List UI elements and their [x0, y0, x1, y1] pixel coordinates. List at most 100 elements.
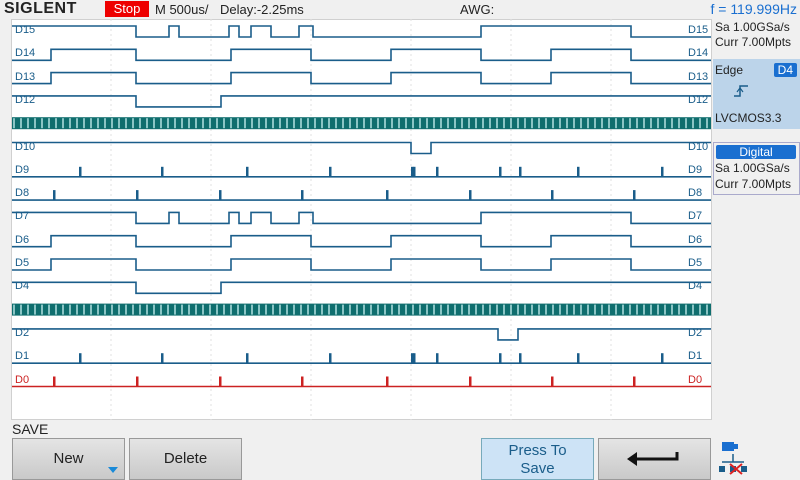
channel-label-d8: D8 — [688, 187, 703, 200]
run-stop-indicator[interactable]: Stop — [105, 1, 149, 17]
pulse-mark — [551, 376, 554, 387]
pulse-mark — [499, 353, 502, 364]
pulse-mark — [551, 190, 554, 201]
pulse-mark — [519, 166, 522, 177]
acquisition-info: Sa 1.00GSa/s Curr 7.00Mpts — [713, 19, 800, 50]
pulse-mark — [386, 376, 389, 387]
trigger-source: D4 — [773, 63, 797, 77]
top-status-bar: SIGLENT Stop M 500us/ Delay:-2.25ms AWG:… — [0, 0, 800, 19]
trace-d6 — [12, 234, 711, 248]
pulse-mark — [411, 166, 414, 177]
trace-bus — [12, 303, 711, 316]
channel-label-d9: D9 — [688, 163, 703, 176]
channel-label-d12: D12 — [688, 93, 709, 106]
trace-d2 — [12, 328, 711, 341]
channel-label-d13: D13 — [15, 70, 36, 83]
pulse-mark — [301, 190, 304, 201]
rising-edge-icon — [734, 85, 748, 97]
press-to-save-button[interactable]: Press To Save — [481, 438, 594, 480]
channel-label-d6: D6 — [15, 233, 30, 246]
pulse-mark — [633, 376, 636, 387]
channel-label-d2: D2 — [688, 326, 703, 339]
trace-d5 — [12, 258, 711, 271]
channel-label-d1: D1 — [15, 350, 30, 363]
channel-label-d1: D1 — [688, 350, 703, 363]
pulse-mark — [79, 353, 82, 364]
channel-label-d6: D6 — [688, 233, 703, 246]
channel-label-d5: D5 — [15, 257, 30, 269]
pulse-mark — [161, 166, 164, 177]
network-icon[interactable] — [718, 440, 748, 476]
pulse-mark — [246, 166, 249, 177]
pulse-mark — [413, 166, 416, 177]
channel-label-d12: D12 — [15, 93, 36, 106]
pulse-mark — [246, 353, 249, 364]
trace-d10 — [12, 141, 711, 155]
pulse-mark — [219, 376, 222, 387]
channel-label-d10: D10 — [15, 140, 36, 153]
channel-label-d9: D9 — [15, 163, 30, 176]
pulse-mark — [499, 166, 502, 177]
channel-label-d15: D15 — [15, 24, 36, 36]
pulse-mark — [53, 376, 56, 387]
pulse-mark — [633, 190, 636, 201]
pulse-mark — [136, 190, 139, 201]
digital-panel[interactable]: Digital Sa 1.00GSa/s Curr 7.00Mpts — [713, 142, 800, 195]
channel-label-d14: D14 — [688, 47, 709, 60]
digital-sample-rate: Sa 1.00GSa/s — [715, 161, 790, 175]
memory-depth: Curr 7.00Mpts — [715, 35, 792, 49]
pulse-mark — [329, 166, 332, 177]
pulse-mark — [661, 166, 664, 177]
delete-button[interactable]: Delete — [129, 438, 242, 480]
channel-label-d7: D7 — [688, 210, 703, 223]
pulse-mark — [161, 353, 164, 364]
channel-label-d7: D7 — [15, 210, 30, 223]
delay-readout[interactable]: Delay:-2.25ms — [220, 2, 304, 17]
pulse-mark — [577, 166, 580, 177]
trigger-panel[interactable]: Edge D4 LVCMOS3.3 — [713, 59, 800, 129]
channel-label-d4: D4 — [15, 280, 30, 293]
return-button[interactable] — [598, 438, 711, 480]
waveform-display[interactable] — [11, 19, 712, 420]
pulse-mark — [386, 190, 389, 201]
pulse-mark — [469, 376, 472, 387]
waveform-traces — [12, 19, 711, 420]
digital-title: Digital — [716, 145, 796, 159]
pulse-mark — [469, 190, 472, 201]
pulse-mark — [413, 353, 416, 364]
trace-d7 — [12, 211, 711, 225]
trigger-level: LVCMOS3.3 — [715, 111, 782, 125]
brand-logo: SIGLENT — [4, 0, 77, 17]
delete-label: Delete — [163, 450, 208, 467]
channel-label-d10: D10 — [688, 140, 709, 153]
awg-readout: AWG: — [460, 2, 495, 17]
trigger-type: Edge — [715, 63, 744, 77]
press-to-save-line2: Save — [520, 460, 555, 477]
pulse-mark — [329, 353, 332, 364]
pulse-mark — [219, 190, 222, 201]
trace-bus — [12, 117, 711, 130]
trace-d4 — [12, 281, 711, 295]
timebase-readout[interactable]: M 500us/ — [155, 2, 209, 17]
pulse-mark — [79, 166, 82, 177]
digital-memory: Curr 7.00Mpts — [715, 177, 792, 191]
channel-label-d14: D14 — [15, 47, 36, 60]
frequency-readout: f = 119.999Hz — [710, 1, 797, 17]
pulse-mark — [301, 376, 304, 387]
pulse-mark — [577, 353, 580, 364]
return-arrow-icon — [626, 452, 678, 466]
new-button[interactable]: New — [12, 438, 125, 480]
channel-label-d15: D15 — [688, 24, 709, 36]
trace-d15 — [12, 25, 711, 38]
pulse-mark — [53, 190, 56, 201]
pulse-mark — [519, 353, 522, 364]
pulse-mark — [136, 376, 139, 387]
press-to-save-line1: Press To — [508, 442, 567, 459]
channel-label-d5: D5 — [688, 257, 703, 269]
channel-label-d0: D0 — [688, 373, 703, 386]
pulse-mark — [661, 353, 664, 364]
sample-rate: Sa 1.00GSa/s — [715, 20, 790, 34]
chevron-down-icon — [108, 467, 118, 473]
channel-label-d4: D4 — [688, 280, 703, 293]
pulse-mark — [436, 166, 439, 177]
